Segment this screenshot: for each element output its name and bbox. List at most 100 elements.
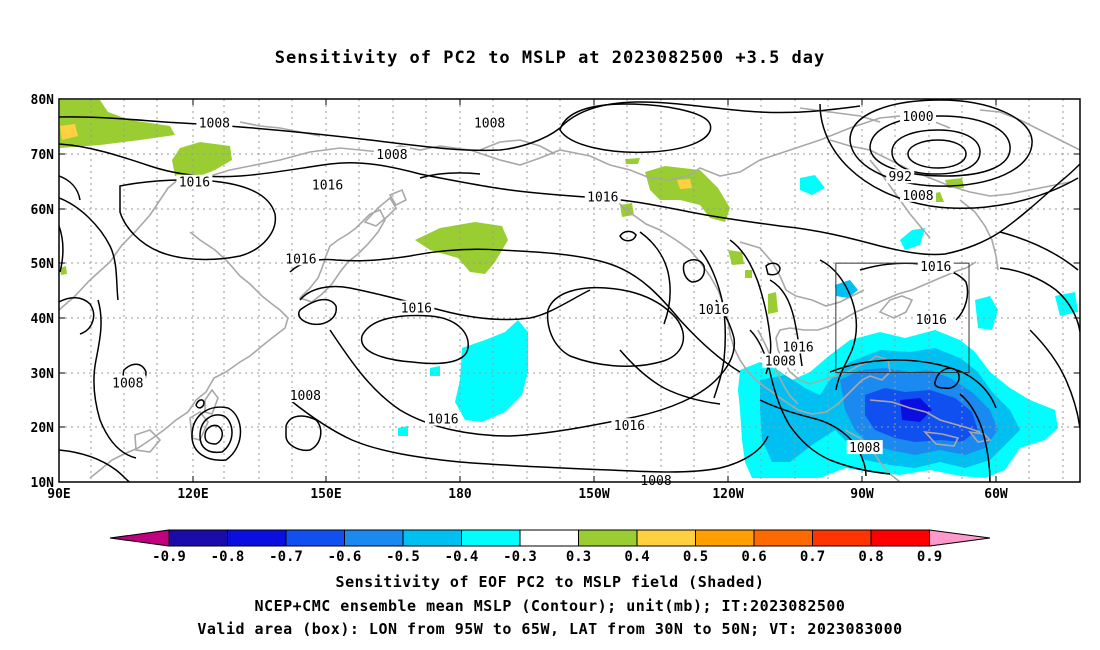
colorbar-swatch: [285, 529, 345, 547]
coastlines: [59, 107, 1080, 482]
colorbar-swatch: [168, 529, 228, 547]
lat-label: 10N: [31, 476, 55, 491]
mslp-contours: [59, 99, 1080, 482]
contour-label-bg: [196, 115, 233, 130]
shaded-sensitivity: [60, 100, 1078, 478]
colorbar-tick-label: -0.5: [386, 549, 420, 565]
tick-marks: [59, 99, 1080, 482]
contour-label: 1016: [782, 340, 813, 355]
colorbar-high-arrow: [929, 529, 991, 547]
contour-label-bg: [762, 353, 799, 368]
contour-label-bg: [287, 388, 324, 403]
shade-patch-positive: [677, 179, 692, 189]
contour-label: 1008: [376, 148, 407, 163]
shade-patch-positive: [172, 142, 232, 178]
lat-label: 20N: [31, 421, 55, 436]
lat-label: 40N: [31, 312, 55, 327]
contour-label: 1016: [698, 303, 729, 318]
caption-shading: Sensitivity of EOF PC2 to MSLP field (Sh…: [335, 573, 765, 591]
shade-patch-positive: [768, 292, 778, 314]
shade-patch-positive: [728, 250, 744, 265]
colorbar-swatch: [344, 529, 404, 547]
contour-label-bg: [913, 312, 950, 327]
contour-label: 1008: [765, 355, 796, 370]
contour-label-bg: [109, 375, 146, 390]
contour-label-bg: [424, 411, 461, 426]
colorbar-swatch: [753, 529, 813, 547]
contour-label-bg: [638, 472, 675, 487]
colorbar-tick-label: -0.4: [445, 549, 479, 565]
colorbar-swatch: [695, 529, 755, 547]
colorbar-tick-label: -0.8: [211, 549, 245, 565]
shade-patch-negative: [900, 228, 925, 250]
contour-label: 1008: [112, 377, 143, 392]
lat-label: 30N: [31, 367, 55, 382]
contour-label: 1016: [179, 176, 210, 191]
shade-patch-positive: [60, 124, 78, 140]
latitude-labels: 80N 70N 60N 50N 40N 30N 20N 10N: [31, 93, 55, 491]
colorbar-swatch: [812, 529, 872, 547]
contour-label: 1008: [902, 189, 933, 204]
colorbar-low-arrow: [109, 529, 170, 547]
map-area: [59, 99, 1080, 482]
shade-patch-negative: [455, 320, 528, 422]
valid-area-box: [835, 262, 970, 374]
lon-label: 150E: [310, 487, 341, 502]
colorbar-tick-label: 0.3: [566, 549, 591, 565]
colorbar-tick-label: 0.9: [917, 549, 942, 565]
shade-patch-negative: [800, 175, 825, 195]
colorbar-tick-label: -0.6: [328, 549, 362, 565]
shade-patch-negative: [1055, 292, 1078, 316]
contour-label-bg: [899, 109, 936, 124]
colorbar-tick-label: 0.5: [683, 549, 708, 565]
contour-label-bg: [471, 115, 508, 130]
contour-label-bg: [695, 302, 732, 317]
lat-label: 80N: [31, 93, 55, 108]
map-frame: [58, 98, 1081, 483]
lon-label: 90E: [47, 487, 70, 502]
lon-label: 120W: [712, 487, 743, 502]
colorbar-tick-label: -0.9: [152, 549, 186, 565]
contour-label: 1016: [285, 252, 316, 267]
lat-label: 60N: [31, 203, 55, 218]
lon-label: 120E: [177, 487, 208, 502]
colorbar-tick-label: 0.7: [800, 549, 825, 565]
contour-label-bg: [176, 174, 213, 189]
colorbar-swatch: [402, 529, 462, 547]
contour-label-bg: [373, 146, 410, 161]
contour-label: 1016: [614, 419, 645, 434]
contour-label: 1016: [920, 260, 951, 275]
colorbar-swatch: [227, 529, 287, 547]
colorbar-swatch: [461, 529, 521, 547]
contour-label-bg: [398, 300, 435, 315]
contour-label-bg: [282, 251, 319, 266]
contour-label: 1008: [849, 441, 880, 456]
shade-patch-negative: [398, 426, 408, 436]
shade-patch-positive: [415, 222, 508, 274]
colorbar-swatch: [870, 529, 930, 547]
shade-patch-positive: [625, 158, 640, 164]
contour-label: 1008: [290, 389, 321, 404]
colorbar-tick-label: -0.3: [503, 549, 537, 565]
colorbar-swatch: [578, 529, 638, 547]
lon-label: 60W: [984, 487, 1008, 502]
contour-label-bg: [309, 177, 346, 192]
colorbar-tick-label: 0.8: [858, 549, 883, 565]
contour-label: 1016: [427, 413, 458, 428]
colorbar-swatch: [519, 529, 579, 547]
contour-label: 1008: [199, 117, 230, 132]
colorbar-tick-label: -0.7: [269, 549, 303, 565]
contour-label: 992: [888, 170, 911, 185]
contour-label: 1000: [902, 110, 933, 125]
contour-label: 1016: [312, 178, 343, 193]
plot-title: Sensitivity of PC2 to MSLP at 2023082500…: [274, 48, 826, 68]
shade-patch-positive: [745, 270, 752, 278]
contour-label-bg: [899, 187, 936, 202]
shade-patch-positive: [60, 266, 67, 275]
contour-label-bg: [611, 418, 648, 433]
colorbar-swatch: [636, 529, 696, 547]
lon-label: 180: [448, 487, 472, 502]
contour-label: 1016: [401, 302, 432, 317]
colorbar-tick-label: 0.4: [624, 549, 649, 565]
